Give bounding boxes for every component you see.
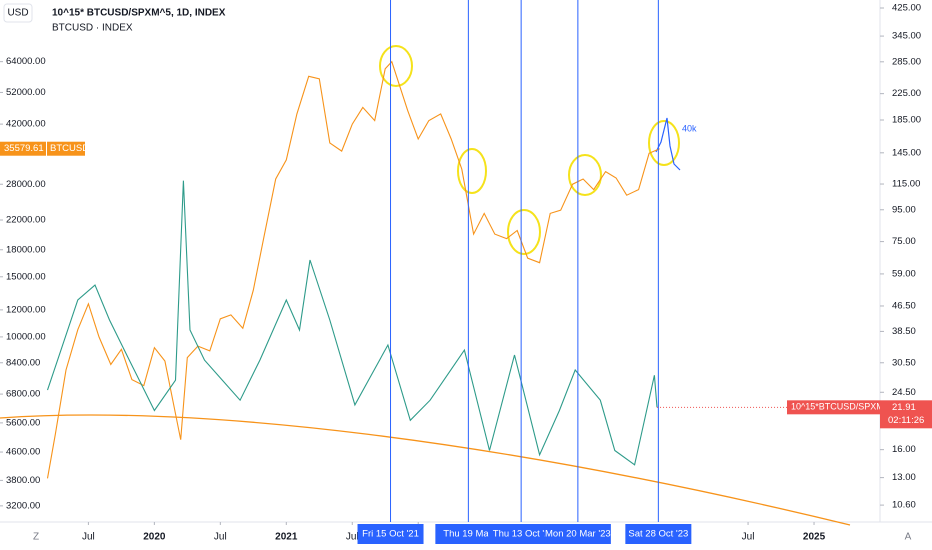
y2-tick-label: 225.00	[892, 88, 921, 99]
series-badge	[47, 141, 85, 156]
series-line	[46, 180, 658, 466]
x-tick-label: 2021	[275, 532, 298, 543]
currency-label[interactable]: USD	[7, 8, 28, 19]
series-badge	[787, 400, 880, 415]
marker-label: Mon 20 Mar '23	[545, 529, 611, 540]
y2-tick-label: 24.50	[892, 387, 916, 398]
y-tick-label: 10000.00	[6, 331, 46, 342]
y-tick-label: 18000.00	[6, 244, 46, 255]
price-badge-label: 35579.61	[4, 143, 44, 154]
x-tick-label: 2020	[143, 532, 166, 543]
marker-badge	[357, 524, 424, 544]
series-badge-label: BTCUSD	[50, 143, 89, 154]
circle	[379, 45, 413, 87]
trend-curve	[0, 414, 851, 526]
y-tick-label: 52000.00	[6, 87, 46, 98]
y2-tick-label: 30.50	[892, 357, 916, 368]
series-badge-label: 10^15*BTCUSD/SPXM^5	[791, 402, 893, 412]
y-tick-label: 42000.00	[6, 119, 46, 130]
y-tick-label: 6800.00	[6, 389, 40, 400]
x-tick-label: Jul	[82, 532, 95, 543]
y2-tick-label: 145.00	[892, 147, 921, 158]
y-tick-label: 3200.00	[6, 500, 40, 511]
y2-tick-label: 425.00	[892, 3, 921, 14]
y2-tick-label: 115.00	[892, 179, 920, 190]
y2-tick-label: 38.50	[892, 326, 916, 337]
y-tick-label: 4600.00	[6, 447, 40, 458]
y-tick-label: 64000.00	[6, 56, 46, 67]
y2-tick-label: 285.00	[892, 56, 921, 67]
y2-tick-label: 16.00	[892, 444, 916, 455]
chart-title: 10^15* BTCUSD/SPXM^5, 1D, INDEX	[52, 8, 226, 19]
y2-tick-label: 10.60	[892, 500, 916, 511]
annotation: 40k	[682, 123, 697, 133]
price-badge-label: 21.91	[892, 402, 916, 413]
highlight-circles	[379, 45, 680, 255]
x-tick-label: Jul	[346, 532, 359, 543]
x-tick-label: Jul	[742, 532, 755, 543]
y2-tick-label: 75.00	[892, 236, 916, 247]
marker-label: Fri 15 Oct '21	[362, 529, 419, 540]
y2-tick-label: 185.00	[892, 115, 921, 126]
x-tick-label: 2025	[803, 532, 826, 543]
marker-badge	[544, 524, 611, 544]
y-tick-label: 22000.00	[6, 215, 46, 226]
currency-button[interactable]	[3, 3, 33, 23]
projection-path	[655, 117, 681, 171]
y-tick-label: 8400.00	[6, 357, 40, 368]
series-line	[46, 60, 660, 479]
icon-left[interactable]: Z	[33, 532, 39, 543]
y-tick-label: 5600.00	[6, 417, 40, 428]
price-badge	[0, 141, 46, 156]
chart-subtitle: BTCUSD · INDEX	[52, 23, 133, 34]
marker-badge	[488, 524, 555, 544]
y-tick-label: 3800.00	[6, 475, 40, 486]
x-tick-label: Jul	[214, 532, 227, 543]
marker-badge	[435, 524, 502, 544]
circle	[457, 148, 487, 194]
y-tick-label: 12000.00	[6, 304, 46, 315]
countdown: 02:11:26	[888, 415, 924, 426]
y-tick-label: 28000.00	[6, 179, 46, 190]
y2-tick-label: 46.50	[892, 300, 916, 311]
y2-tick-label: 13.00	[892, 472, 916, 483]
circle	[648, 120, 680, 166]
price-badge	[880, 400, 932, 429]
circle	[568, 154, 602, 196]
marker-label: Thu 19 May	[443, 529, 493, 540]
y2-tick-label: 95.00	[892, 204, 916, 215]
y2-tick-label: 59.00	[892, 268, 916, 279]
marker-label: Sat 28 Oct '23	[628, 529, 688, 540]
icon-right[interactable]: A	[905, 532, 912, 543]
y-tick-label: 15000.00	[6, 271, 46, 282]
marker-badge	[625, 524, 692, 544]
circle	[507, 209, 541, 255]
y2-tick-label: 345.00	[892, 31, 921, 42]
marker-label: Thu 13 Oct '2	[493, 529, 550, 540]
